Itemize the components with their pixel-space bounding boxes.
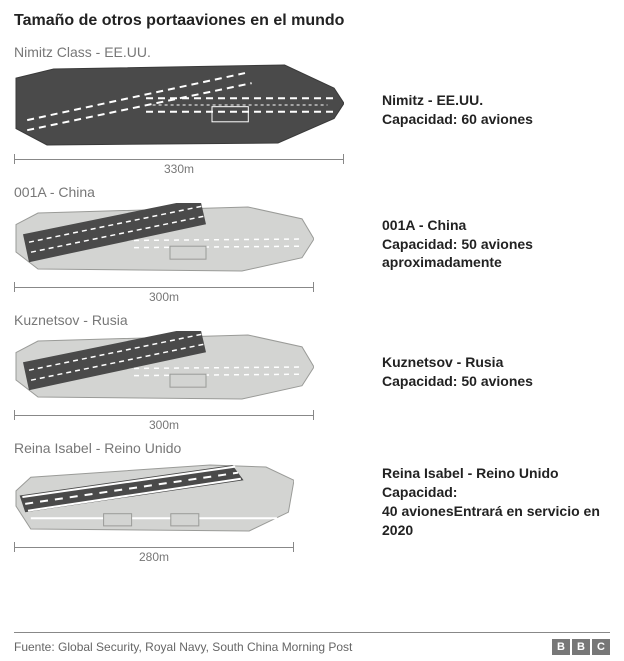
ship-column: Reina Isabel - Reino Unido 280m bbox=[14, 440, 354, 564]
info-capacity: Capacidad: 60 aviones bbox=[382, 110, 533, 129]
carrier-row-china001a: 001A - China300m001A - ChinaCapacidad: 5… bbox=[14, 184, 610, 304]
carrier-row-reinaisabel: Reina Isabel - Reino Unido280mReina Isab… bbox=[14, 440, 610, 564]
ship-label: Kuznetsov - Rusia bbox=[14, 312, 354, 328]
carrier-info: Kuznetsov - RusiaCapacidad: 50 aviones bbox=[354, 353, 533, 391]
dimension-label: 330m bbox=[14, 162, 344, 176]
dimension-label: 300m bbox=[14, 418, 314, 432]
source-text: Fuente: Global Security, Royal Navy, Sou… bbox=[14, 640, 352, 654]
info-name: Nimitz - EE.UU. bbox=[382, 91, 533, 110]
carrier-info: 001A - ChinaCapacidad: 50 avionesaproxim… bbox=[354, 216, 533, 273]
bbc-logo-b1: B bbox=[552, 639, 570, 655]
info-capacity: Capacidad: 50 aviones bbox=[382, 235, 533, 254]
chart-title: Tamaño de otros portaaviones en el mundo bbox=[14, 12, 610, 30]
info-extra: aproximadamente bbox=[382, 253, 533, 272]
ship-label: Reina Isabel - Reino Unido bbox=[14, 440, 354, 456]
dimension-label: 300m bbox=[14, 290, 314, 304]
ship-column: Kuznetsov - Rusia 300m bbox=[14, 312, 354, 432]
info-capacity: Capacidad: 50 aviones bbox=[382, 372, 533, 391]
info-capacity: Capacidad: bbox=[382, 483, 610, 502]
bbc-logo: B B C bbox=[552, 639, 610, 655]
ship-label: Nimitz Class - EE.UU. bbox=[14, 44, 354, 60]
dimension-label: 280m bbox=[14, 550, 294, 564]
info-name: Reina Isabel - Reino Unido bbox=[382, 464, 610, 483]
info-name: Kuznetsov - Rusia bbox=[382, 353, 533, 372]
carrier-row-nimitz: Nimitz Class - EE.UU. 330m Nimitz - EE.UU.… bbox=[14, 44, 610, 176]
footer: Fuente: Global Security, Royal Navy, Sou… bbox=[14, 632, 610, 655]
carrier-row-kuznetsov: Kuznetsov - Rusia300mKuznetsov - RusiaCa… bbox=[14, 312, 610, 432]
carrier-info: Reina Isabel - Reino UnidoCapacidad:40 a… bbox=[354, 464, 610, 540]
ship-label: 001A - China bbox=[14, 184, 354, 200]
info-extra: 40 avionesEntrará en servicio en 2020 bbox=[382, 502, 610, 540]
carrier-info: Nimitz - EE.UU.Capacidad: 60 aviones bbox=[354, 91, 533, 129]
carrier-silhouette bbox=[14, 63, 354, 152]
info-name: 001A - China bbox=[382, 216, 533, 235]
carrier-silhouette bbox=[14, 331, 354, 408]
bbc-logo-c: C bbox=[592, 639, 610, 655]
ship-column: Nimitz Class - EE.UU. 330m bbox=[14, 44, 354, 176]
carrier-silhouette bbox=[14, 203, 354, 280]
bbc-logo-b2: B bbox=[572, 639, 590, 655]
ship-column: 001A - China 300m bbox=[14, 184, 354, 304]
carrier-silhouette bbox=[14, 459, 354, 540]
